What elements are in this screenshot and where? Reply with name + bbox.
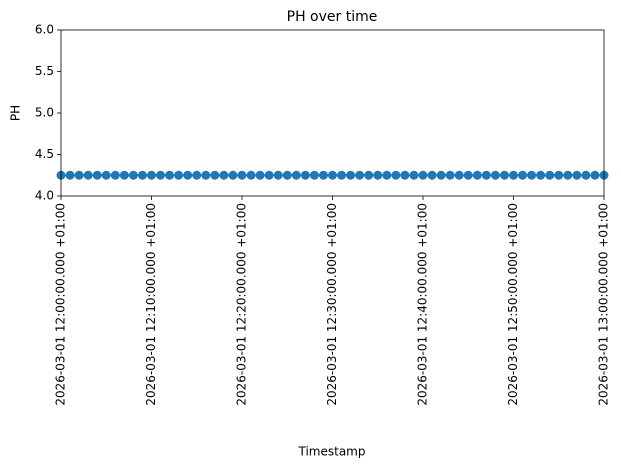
marker — [201, 170, 211, 180]
marker — [527, 170, 537, 180]
marker — [128, 170, 138, 180]
marker — [400, 170, 410, 180]
marker — [454, 170, 464, 180]
x-tick-label: 2026-03-01 12:30:00.000 +01:00 — [325, 203, 339, 406]
marker — [518, 170, 528, 180]
x-tick-label: 2026-03-01 12:00:00.000 +01:00 — [54, 203, 68, 406]
marker — [183, 170, 193, 180]
marker — [373, 170, 383, 180]
marker — [355, 170, 365, 180]
marker — [192, 170, 202, 180]
marker — [463, 170, 473, 180]
marker — [490, 170, 500, 180]
marker — [101, 170, 111, 180]
marker — [418, 170, 428, 180]
marker — [300, 170, 310, 180]
marker — [572, 170, 582, 180]
marker — [110, 170, 120, 180]
marker — [92, 170, 102, 180]
marker — [165, 170, 175, 180]
y-tick-label: 5.0 — [35, 106, 54, 120]
x-tick-label: 2026-03-01 12:40:00.000 +01:00 — [416, 203, 430, 406]
marker — [472, 170, 482, 180]
marker — [228, 170, 238, 180]
x-tick-label: 2026-03-01 12:10:00.000 +01:00 — [144, 203, 158, 406]
marker — [74, 170, 84, 180]
marker — [318, 170, 328, 180]
marker — [581, 170, 591, 180]
marker — [255, 170, 265, 180]
marker — [481, 170, 491, 180]
marker — [282, 170, 292, 180]
marker — [210, 170, 220, 180]
chart-title: PH over time — [287, 9, 378, 25]
marker — [219, 170, 229, 180]
marker — [65, 170, 75, 180]
marker — [545, 170, 555, 180]
x-tick-label: 2026-03-01 13:00:00.000 +01:00 — [597, 203, 611, 406]
marker — [264, 170, 274, 180]
x-tick-label: 2026-03-01 12:50:00.000 +01:00 — [506, 203, 520, 406]
marker — [590, 170, 600, 180]
marker — [174, 170, 184, 180]
marker — [409, 170, 419, 180]
marker — [237, 170, 247, 180]
marker — [364, 170, 374, 180]
x-tick-label: 2026-03-01 12:20:00.000 +01:00 — [235, 203, 249, 406]
marker — [509, 170, 518, 180]
y-tick-label: 4.0 — [35, 189, 54, 203]
marker — [156, 170, 166, 180]
marker — [119, 170, 129, 180]
marker — [554, 170, 564, 180]
marker — [445, 170, 455, 180]
y-tick-label: 5.5 — [35, 64, 54, 78]
marker — [536, 170, 546, 180]
marker — [391, 170, 401, 180]
marker — [137, 170, 147, 180]
y-tick-label: 4.5 — [35, 147, 54, 161]
marker — [273, 170, 283, 180]
marker — [147, 170, 156, 180]
marker — [436, 170, 446, 180]
y-axis-label: PH — [9, 105, 23, 121]
marker — [246, 170, 256, 180]
marker — [328, 170, 337, 180]
marker — [563, 170, 573, 180]
x-axis-label: Timestamp — [298, 445, 366, 459]
marker — [337, 170, 347, 180]
marker — [499, 170, 509, 180]
plot-frame — [60, 29, 605, 197]
y-tick-label: 6.0 — [35, 23, 54, 37]
marker — [346, 170, 356, 180]
marker — [382, 170, 392, 180]
marker — [427, 170, 437, 180]
marker — [291, 170, 301, 180]
marker — [309, 170, 319, 180]
marker — [83, 170, 93, 180]
